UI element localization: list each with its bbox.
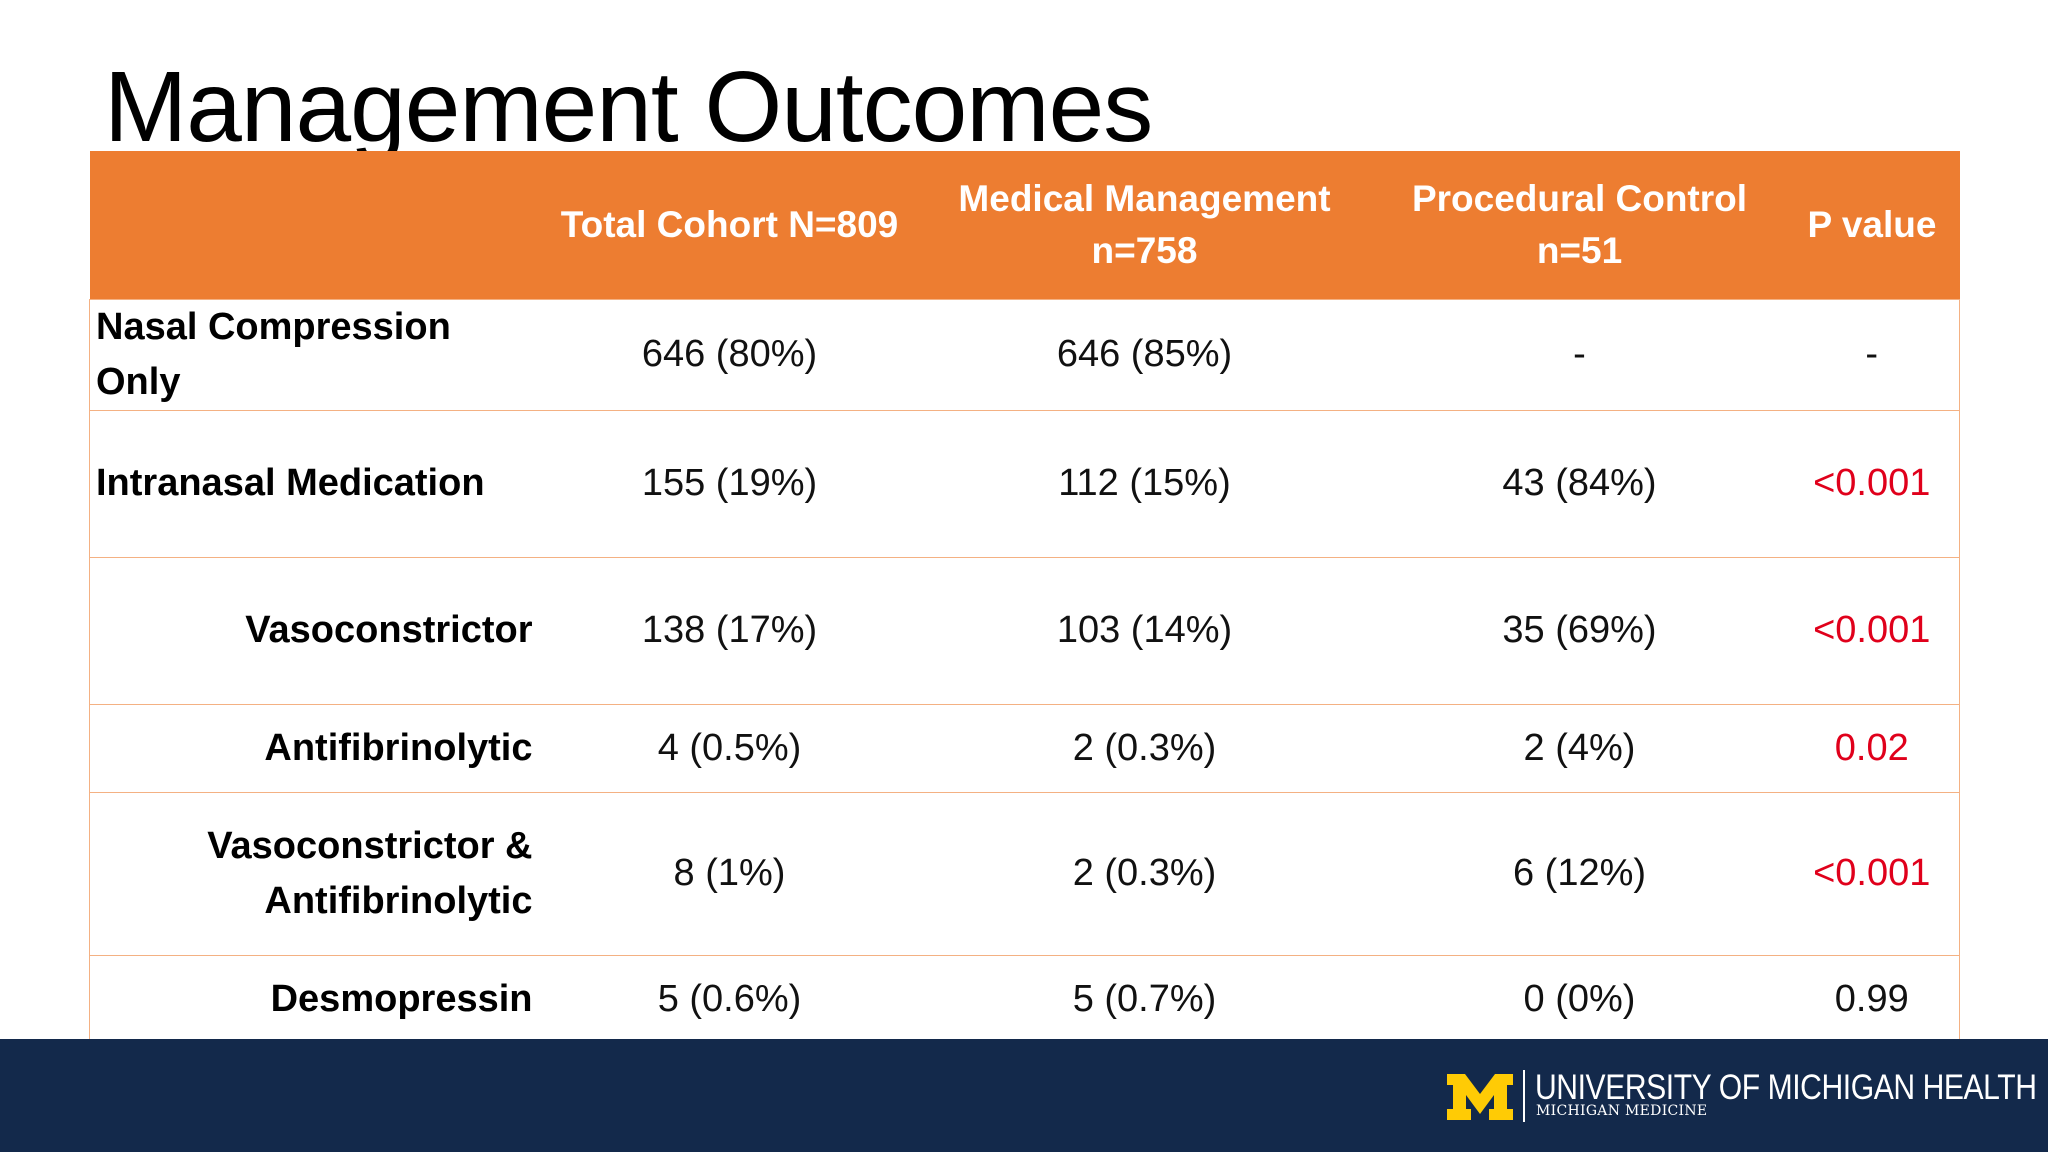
- footer-bar: [0, 1039, 2048, 1152]
- row-label: Vasoconstrictor: [89, 556, 545, 705]
- cell-p-value: 0.99: [1784, 954, 1960, 1044]
- cell-medical: 103 (14%): [914, 556, 1375, 705]
- cell-p-value: <0.001: [1784, 409, 1960, 558]
- block-m-logo-icon: [1447, 1074, 1513, 1120]
- cell-medical: 112 (15%): [914, 409, 1375, 558]
- cell-total: 5 (0.6%): [544, 954, 915, 1044]
- logo-wordmark: UNIVERSITY OF MICHIGAN HEALTH: [1535, 1068, 2037, 1107]
- logo-divider: [1523, 1070, 1525, 1122]
- cell-procedural: 2 (4%): [1374, 703, 1785, 793]
- row-label: Vasoconstrictor & Antifibrinolytic: [89, 791, 545, 956]
- cell-total: 4 (0.5%): [544, 703, 915, 793]
- cell-medical: 5 (0.7%): [914, 954, 1375, 1044]
- header-medical-management: Medical Management n=758: [914, 151, 1375, 299]
- cell-total: 646 (80%): [544, 298, 915, 411]
- outcomes-table: Total Cohort N=809 Medical Management n=…: [89, 151, 1960, 1044]
- cell-procedural: -: [1374, 298, 1785, 411]
- row-label: Desmopressin: [89, 954, 545, 1044]
- header-procedural-control: Procedural Control n=51: [1374, 151, 1785, 299]
- row-label: Antifibrinolytic: [89, 703, 545, 793]
- table-row: Intranasal Medication 155 (19%) 112 (15%…: [89, 409, 1960, 558]
- table-row: Antifibrinolytic 4 (0.5%) 2 (0.3%) 2 (4%…: [89, 703, 1960, 793]
- table-header-row: Total Cohort N=809 Medical Management n=…: [89, 151, 1960, 299]
- cell-procedural: 43 (84%): [1374, 409, 1785, 558]
- cell-total: 138 (17%): [544, 556, 915, 705]
- cell-medical: 2 (0.3%): [914, 791, 1375, 956]
- row-label: Nasal Compression Only: [89, 298, 545, 411]
- table-row: Vasoconstrictor 138 (17%) 103 (14%) 35 (…: [89, 556, 1960, 705]
- table-row: Nasal Compression Only 646 (80%) 646 (85…: [89, 298, 1960, 411]
- header-p-value: P value: [1784, 151, 1960, 299]
- cell-total: 8 (1%): [544, 791, 915, 956]
- logo-subtitle: MICHIGAN MEDICINE: [1536, 1103, 1708, 1119]
- cell-p-value: 0.02: [1784, 703, 1960, 793]
- cell-procedural: 0 (0%): [1374, 954, 1785, 1044]
- table-row: Vasoconstrictor & Antifibrinolytic 8 (1%…: [89, 791, 1960, 956]
- cell-p-value: <0.001: [1784, 556, 1960, 705]
- cell-medical: 646 (85%): [914, 298, 1375, 411]
- header-total-cohort: Total Cohort N=809: [544, 151, 915, 299]
- slide-title: Management Outcomes: [104, 51, 1153, 163]
- cell-total: 155 (19%): [544, 409, 915, 558]
- outcomes-table-container: Total Cohort N=809 Medical Management n=…: [89, 151, 1960, 1044]
- cell-p-value: -: [1784, 298, 1960, 411]
- cell-procedural: 6 (12%): [1374, 791, 1785, 956]
- table-row: Desmopressin 5 (0.6%) 5 (0.7%) 0 (0%) 0.…: [89, 954, 1960, 1044]
- cell-procedural: 35 (69%): [1374, 556, 1785, 705]
- cell-p-value: <0.001: [1784, 791, 1960, 956]
- cell-medical: 2 (0.3%): [914, 703, 1375, 793]
- row-label: Intranasal Medication: [89, 409, 545, 558]
- header-label-column: [89, 151, 545, 299]
